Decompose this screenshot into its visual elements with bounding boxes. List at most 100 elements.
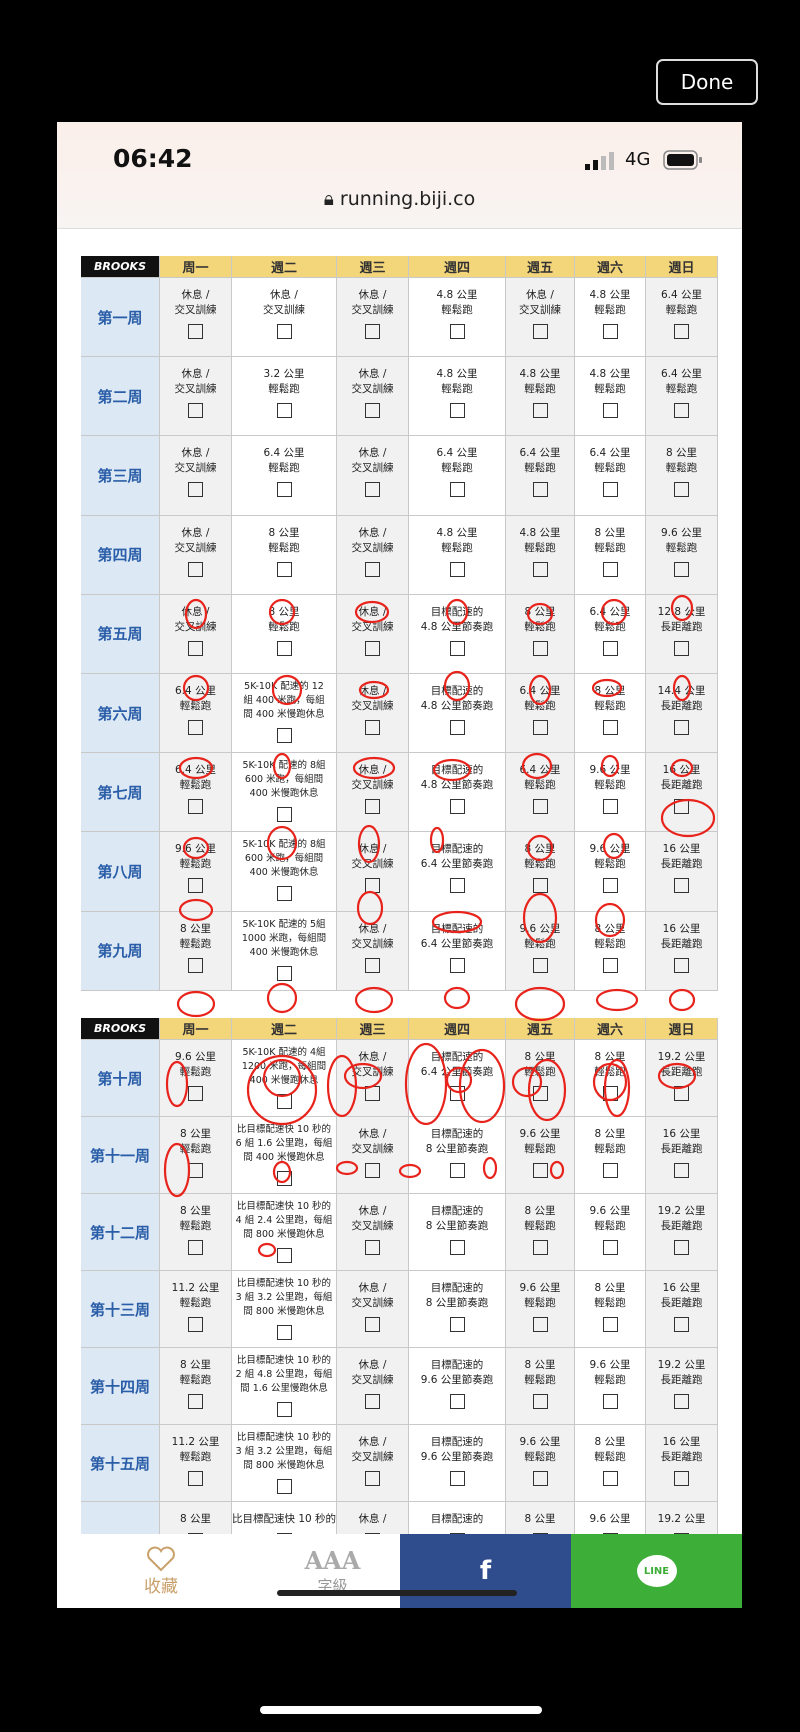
plan-cell[interactable]: 6.4 公里 輕鬆跑 xyxy=(506,436,575,516)
plan-cell[interactable]: 16 公里 長距離跑 xyxy=(646,753,718,833)
plan-cell[interactable]: 8 公里 xyxy=(160,1502,232,1534)
plan-cell[interactable]: 休息 / 交叉訓練 xyxy=(337,753,409,833)
plan-cell[interactable]: 休息 / 交叉訓練 xyxy=(337,1425,409,1502)
plan-cell[interactable]: 目標配速的 4.8 公里節奏跑 xyxy=(409,594,506,674)
plan-cell[interactable]: 9.6 公里 輕鬆跑 xyxy=(575,753,646,833)
plan-cell[interactable]: 休息 / 交叉訓練 xyxy=(160,357,232,437)
plan-cell[interactable]: 4.8 公里 輕鬆跑 xyxy=(575,278,646,358)
favorite-button[interactable]: 收藏 xyxy=(57,1534,265,1608)
plan-cell[interactable]: 11.2 公里 輕鬆跑 xyxy=(160,1425,232,1502)
plan-cell[interactable]: 14.4 公里 長距離跑 xyxy=(646,674,718,754)
plan-cell[interactable]: 8 公里 輕鬆跑 xyxy=(646,436,718,516)
plan-cell[interactable]: 16 公里 長距離跑 xyxy=(646,911,718,991)
plan-cell[interactable]: 8 公里 xyxy=(506,1502,575,1534)
plan-cell[interactable]: 19.2 公里 長距離跑 xyxy=(646,1194,718,1271)
plan-cell[interactable]: 4.8 公里 輕鬆跑 xyxy=(575,357,646,437)
plan-cell[interactable]: 目標配速的 9.6 公里節奏跑 xyxy=(409,1348,506,1425)
plan-cell[interactable]: 休息 / 交叉訓練 xyxy=(337,436,409,516)
plan-cell[interactable]: 休息 / 交叉訓練 xyxy=(337,515,409,595)
plan-cell[interactable]: 6.4 公里 輕鬆跑 xyxy=(506,674,575,754)
plan-cell[interactable]: 19.2 公里 長距離跑 xyxy=(646,1348,718,1425)
plan-cell[interactable]: 9.6 公里 輕鬆跑 xyxy=(506,1425,575,1502)
plan-cell[interactable]: 8 公里 輕鬆跑 xyxy=(506,832,575,912)
plan-cell[interactable]: 目標配速的 xyxy=(409,1502,506,1534)
plan-cell[interactable]: 6.4 公里 輕鬆跑 xyxy=(575,436,646,516)
plan-cell[interactable]: 4.8 公里 輕鬆跑 xyxy=(409,357,506,437)
plan-cell[interactable]: 4.8 公里 輕鬆跑 xyxy=(409,278,506,358)
plan-cell[interactable]: 休息 / 交叉訓練 xyxy=(337,1117,409,1194)
plan-cell[interactable]: 9.6 公里 輕鬆跑 xyxy=(506,1117,575,1194)
plan-cell[interactable]: 19.2 公里 xyxy=(646,1502,718,1534)
plan-cell[interactable]: 6.4 公里 輕鬆跑 xyxy=(160,753,232,833)
plan-cell[interactable]: 16 公里 長距離跑 xyxy=(646,1271,718,1348)
plan-cell[interactable]: 8 公里 輕鬆跑 xyxy=(575,674,646,754)
plan-cell[interactable]: 目標配速的 8 公里節奏跑 xyxy=(409,1271,506,1348)
plan-cell[interactable]: 16 公里 長距離跑 xyxy=(646,1117,718,1194)
plan-cell[interactable]: 9.6 公里 輕鬆跑 xyxy=(160,1040,232,1117)
plan-cell[interactable]: 9.6 公里 輕鬆跑 xyxy=(506,1271,575,1348)
font-size-button[interactable]: AAA 字級 xyxy=(265,1534,400,1608)
plan-cell[interactable]: 8 公里 輕鬆跑 xyxy=(506,1194,575,1271)
plan-cell[interactable]: 3.2 公里 輕鬆跑 xyxy=(232,357,337,437)
plan-cell[interactable]: 9.6 公里 輕鬆跑 xyxy=(575,1194,646,1271)
plan-cell[interactable]: 休息 / 交叉訓練 xyxy=(337,832,409,912)
plan-cell[interactable]: 8 公里 輕鬆跑 xyxy=(575,515,646,595)
plan-cell[interactable]: 9.6 公里 輕鬆跑 xyxy=(160,832,232,912)
plan-cell[interactable]: 休息 / 交叉訓練 xyxy=(232,278,337,358)
plan-cell[interactable]: 8 公里 輕鬆跑 xyxy=(160,911,232,991)
plan-cell[interactable]: 6.4 公里 輕鬆跑 xyxy=(646,357,718,437)
plan-cell[interactable]: 休息 / 交叉訓練 xyxy=(337,1040,409,1117)
plan-cell[interactable]: 6.4 公里 輕鬆跑 xyxy=(232,436,337,516)
plan-cell[interactable]: 16 公里 長距離跑 xyxy=(646,832,718,912)
plan-cell[interactable]: 8 公里 輕鬆跑 xyxy=(160,1194,232,1271)
plan-cell[interactable]: 5K-10K 配速的 8組 600 米跑，每組間 400 米慢跑休息 xyxy=(232,753,337,833)
plan-cell[interactable]: 5K-10K 配速的 5組 1000 米跑，每組間 400 米慢跑休息 xyxy=(232,911,337,991)
plan-cell[interactable]: 休息 / 交叉訓練 xyxy=(160,594,232,674)
plan-cell[interactable]: 休息 / 交叉訓練 xyxy=(337,674,409,754)
plan-cell[interactable]: 目標配速的 6.4 公里節奏跑 xyxy=(409,832,506,912)
plan-cell[interactable]: 11.2 公里 輕鬆跑 xyxy=(160,1271,232,1348)
plan-cell[interactable]: 休息 / 交叉訓練 xyxy=(506,278,575,358)
plan-cell[interactable]: 目標配速的 6.4 公里節奏跑 xyxy=(409,911,506,991)
plan-cell[interactable]: 休息 / 交叉訓練 xyxy=(337,594,409,674)
plan-cell[interactable]: 4.8 公里 輕鬆跑 xyxy=(506,515,575,595)
plan-cell[interactable]: 9.6 公里 輕鬆跑 xyxy=(506,911,575,991)
plan-cell[interactable]: 6.4 公里 輕鬆跑 xyxy=(409,436,506,516)
plan-cell[interactable]: 8 公里 輕鬆跑 xyxy=(506,1040,575,1117)
plan-cell[interactable]: 8 公里 輕鬆跑 xyxy=(575,1425,646,1502)
plan-cell[interactable]: 8 公里 輕鬆跑 xyxy=(575,1117,646,1194)
plan-cell[interactable]: 16 公里 長距離跑 xyxy=(646,1425,718,1502)
line-button[interactable]: LINE xyxy=(571,1534,742,1608)
plan-cell[interactable]: 8 公里 輕鬆跑 xyxy=(232,594,337,674)
url-bar[interactable]: 🔒︎ running.biji.co xyxy=(57,188,742,210)
plan-cell[interactable]: 4.8 公里 輕鬆跑 xyxy=(409,515,506,595)
plan-cell[interactable]: 9.6 公里 xyxy=(575,1502,646,1534)
plan-cell[interactable]: 休息 / 交叉訓練 xyxy=(337,1348,409,1425)
plan-cell[interactable]: 目標配速的 6.4 公里節奏跑 xyxy=(409,1040,506,1117)
plan-cell[interactable]: 19.2 公里 長距離跑 xyxy=(646,1040,718,1117)
plan-cell[interactable]: 9.6 公里 輕鬆跑 xyxy=(575,1348,646,1425)
plan-cell[interactable]: 比目標配速快 10 秒的 4 組 2.4 公里跑，每組間 800 米慢跑休息 xyxy=(232,1194,337,1271)
plan-cell[interactable]: 9.6 公里 輕鬆跑 xyxy=(575,832,646,912)
done-button[interactable]: Done xyxy=(656,59,758,105)
plan-cell[interactable]: 休息 / 交叉訓練 xyxy=(160,278,232,358)
plan-cell[interactable]: 6.4 公里 輕鬆跑 xyxy=(646,278,718,358)
plan-cell[interactable]: 5K-10K 配速的 4組 1200 米跑，每組間 400 米慢跑休息 xyxy=(232,1040,337,1117)
plan-cell[interactable]: 4.8 公里 輕鬆跑 xyxy=(506,357,575,437)
plan-cell[interactable]: 8 公里 輕鬆跑 xyxy=(575,1271,646,1348)
plan-cell[interactable]: 目標配速的 8 公里節奏跑 xyxy=(409,1117,506,1194)
plan-cell[interactable]: 休息 / 交叉訓練 xyxy=(337,278,409,358)
plan-cell[interactable]: 比目標配速快 10 秒的 6 組 1.6 公里跑，每組間 400 米慢跑休息 xyxy=(232,1117,337,1194)
plan-cell[interactable]: 比目標配速快 10 秒的 3 組 3.2 公里跑，每組間 800 米慢跑休息 xyxy=(232,1425,337,1502)
plan-cell[interactable]: 目標配速的 4.8 公里節奏跑 xyxy=(409,753,506,833)
plan-cell[interactable]: 比目標配速快 10 秒的 2 組 4.8 公里跑，每組間 1.6 公里慢跑休息 xyxy=(232,1348,337,1425)
plan-cell[interactable]: 12.8 公里 長距離跑 xyxy=(646,594,718,674)
plan-cell[interactable]: 6.4 公里 輕鬆跑 xyxy=(506,753,575,833)
plan-cell[interactable]: 休息 / 交叉訓練 xyxy=(337,911,409,991)
plan-cell[interactable]: 5K-10K 配速的 8組 600 米跑，每組間 400 米慢跑休息 xyxy=(232,832,337,912)
plan-cell[interactable]: 8 公里 輕鬆跑 xyxy=(506,594,575,674)
plan-cell[interactable]: 目標配速的 9.6 公里節奏跑 xyxy=(409,1425,506,1502)
plan-cell[interactable]: 6.4 公里 輕鬆跑 xyxy=(575,594,646,674)
plan-cell[interactable]: 休息 / 交叉訓練 xyxy=(337,1271,409,1348)
plan-cell[interactable]: 休息 / 交叉訓練 xyxy=(160,436,232,516)
